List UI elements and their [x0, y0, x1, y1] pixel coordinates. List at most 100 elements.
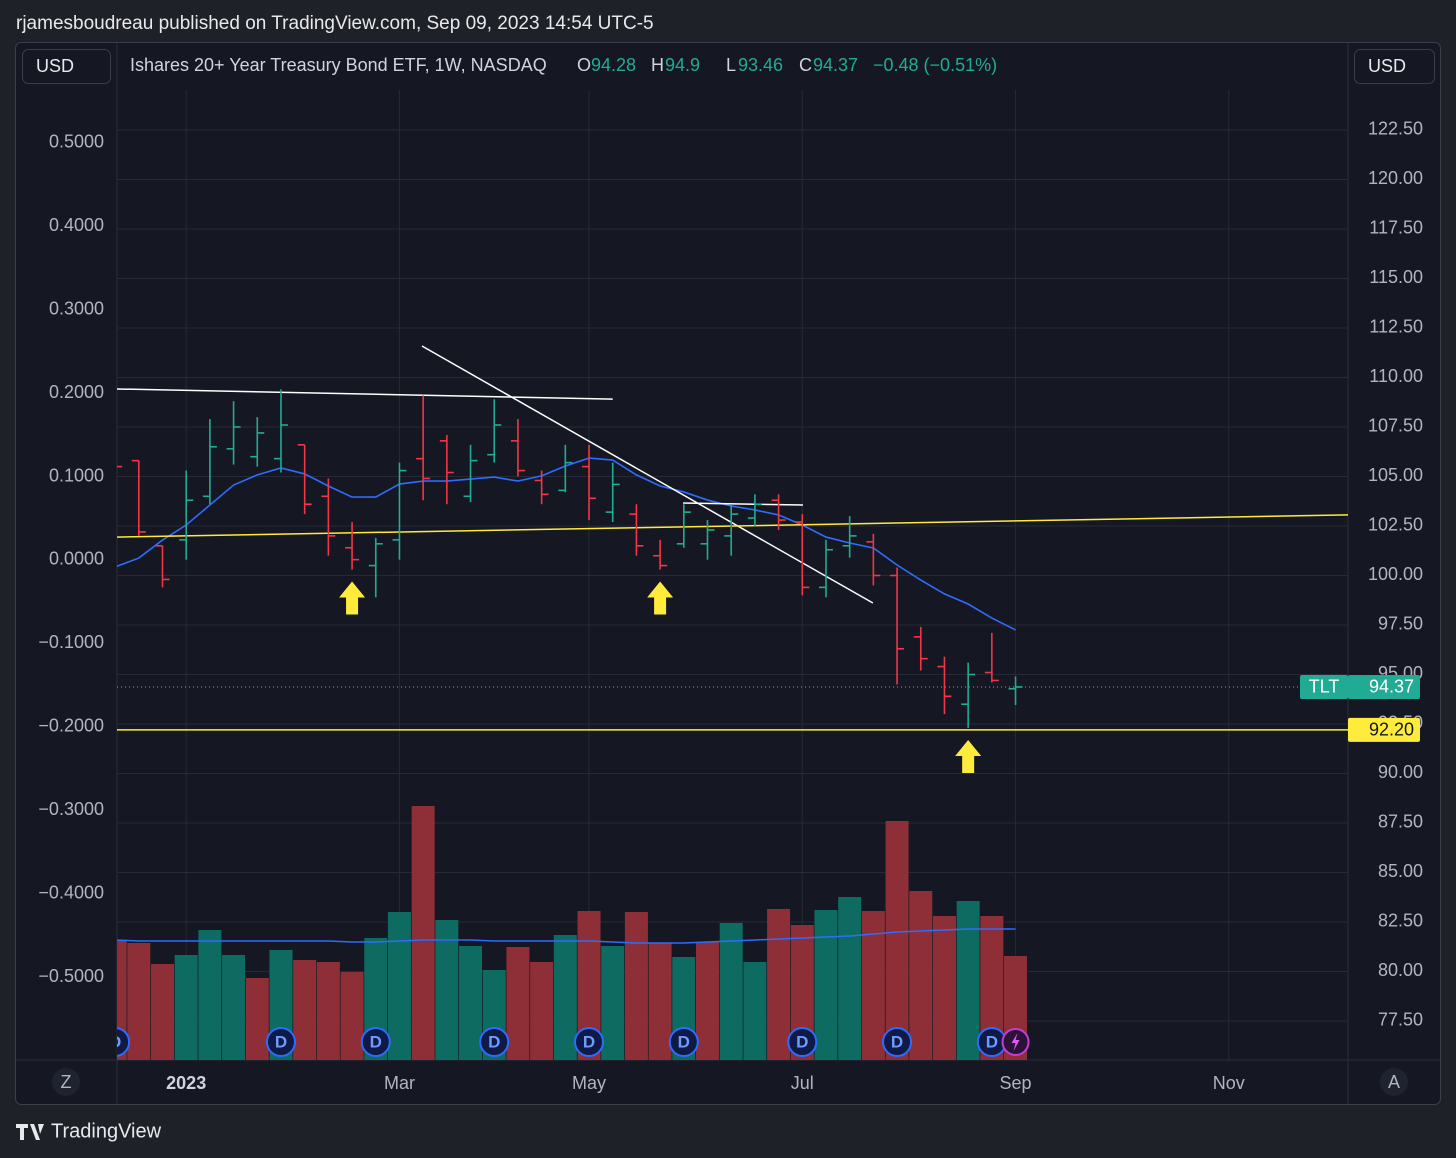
dividend-circle — [574, 1027, 605, 1057]
y-tick-label: 115.00 — [1369, 267, 1423, 287]
volume-bar — [245, 978, 269, 1060]
y2-tick-label: 0.4000 — [49, 215, 104, 235]
dividend-circle — [882, 1027, 913, 1057]
y-tick-label: 107.50 — [1368, 416, 1423, 436]
y2-tick-label: −0.5000 — [38, 966, 104, 986]
ohlc-value: 93.46 — [738, 55, 783, 75]
volume-bar — [174, 955, 198, 1060]
brand-name: TradingView — [51, 1120, 162, 1142]
dividend-label: D — [583, 1032, 595, 1051]
currency-left: USD — [36, 56, 74, 76]
currency-button[interactable] — [22, 49, 111, 84]
chart-frame — [15, 42, 1441, 1105]
dividend-label: D — [275, 1032, 287, 1051]
dividend-marker: D — [360, 1027, 391, 1057]
x-tick-label: Jul — [791, 1073, 814, 1093]
volume-bar — [435, 920, 459, 1060]
y-tick-label: 120.00 — [1368, 168, 1423, 188]
y2-tick-label: 0.3000 — [49, 299, 104, 319]
volume-bar — [459, 946, 483, 1060]
auto-scale-label: A — [1388, 1072, 1400, 1092]
trendline — [117, 388, 613, 400]
y2-tick-label: −0.3000 — [38, 799, 104, 819]
volume-bar — [198, 930, 222, 1060]
y-tick-label: 90.00 — [1378, 762, 1423, 782]
volume-bar — [956, 901, 980, 1060]
volume-bar — [885, 821, 909, 1060]
dividend-label: D — [986, 1032, 998, 1051]
last-price-label: 94.37 — [1369, 677, 1414, 697]
y-tick-label: 77.50 — [1378, 1010, 1423, 1030]
dividend-marker: D — [976, 1027, 1007, 1057]
volume-bar — [838, 897, 862, 1060]
volume-bar — [577, 911, 601, 1060]
dividend-marker: D — [109, 1027, 131, 1057]
annotation-arrow — [339, 581, 366, 615]
currency-button[interactable] — [1354, 49, 1435, 84]
x-tick-label: May — [572, 1073, 606, 1093]
volume-bar — [411, 806, 435, 1060]
dividend-marker: D — [787, 1027, 818, 1057]
dividend-circle — [360, 1027, 391, 1057]
volume-bar — [790, 925, 814, 1060]
ohlc-value: 94.9 — [665, 55, 700, 75]
price-change: −0.48 (−0.51%) — [873, 55, 997, 75]
symbol-tag-label: TLT — [1309, 677, 1340, 697]
brand-logo: TradingView — [16, 1120, 162, 1142]
ohlc-label: H — [651, 55, 664, 75]
volume-bar — [127, 943, 151, 1060]
volume-bar — [624, 912, 648, 1060]
dividend-circle — [265, 1027, 296, 1057]
y-tick-label: 80.00 — [1378, 960, 1423, 980]
x-tick-label: 2023 — [166, 1073, 206, 1093]
dividend-circle — [117, 1027, 131, 1057]
y2-tick-label: 0.5000 — [49, 132, 104, 152]
volume-bar — [553, 935, 577, 1060]
last-price-tag — [1348, 674, 1420, 699]
ohlc-label: L — [726, 55, 736, 75]
dividend-label: D — [891, 1032, 903, 1051]
dividend-circle — [479, 1027, 510, 1057]
volume-bar — [530, 962, 554, 1060]
dividend-marker: D — [882, 1027, 913, 1057]
volume-ma-line — [117, 928, 1016, 944]
dividend-label: D — [109, 1032, 121, 1051]
volume-bar — [909, 891, 933, 1060]
y2-tick-label: 0.1000 — [49, 465, 104, 485]
volume-bar — [222, 955, 246, 1060]
x-tick-label: Sep — [1000, 1073, 1032, 1093]
annotation-arrow — [955, 739, 982, 773]
volume-bar — [648, 943, 672, 1060]
dividend-label: D — [678, 1032, 690, 1051]
ohlc-label: O — [577, 55, 591, 75]
y-tick-label: 102.50 — [1368, 515, 1423, 535]
annotation-arrow — [647, 581, 674, 615]
split-icon — [1011, 1033, 1020, 1051]
y2-tick-label: 0.0000 — [49, 549, 104, 569]
symbol-tag — [1300, 674, 1348, 699]
y2-tick-label: 0.2000 — [49, 382, 104, 402]
dividend-label: D — [796, 1032, 808, 1051]
y-tick-label: 110.00 — [1369, 366, 1423, 386]
volume-bar — [150, 964, 174, 1060]
volume-bar — [340, 972, 364, 1060]
auto-scale-button[interactable] — [1380, 1068, 1408, 1096]
dividend-circle — [787, 1027, 818, 1057]
x-tick-label: Mar — [384, 1073, 415, 1093]
volume-bar — [743, 962, 767, 1060]
y2-tick-label: −0.4000 — [38, 882, 104, 902]
ohlc-value: 94.37 — [813, 55, 858, 75]
volume-bar — [117, 940, 127, 1060]
dividend-label: D — [488, 1032, 500, 1051]
zoom-button[interactable] — [52, 1068, 80, 1096]
dividend-marker: D — [265, 1027, 296, 1057]
y-tick-label: 105.00 — [1368, 465, 1423, 485]
volume-bar — [814, 910, 838, 1060]
brand-icon — [16, 1124, 44, 1140]
publish-header: rjamesboudreau published on TradingView.… — [16, 13, 654, 34]
symbol-title: Ishares 20+ Year Treasury Bond ETF, 1W, … — [130, 55, 547, 75]
y-tick-label: 85.00 — [1378, 861, 1423, 881]
volume-bar — [293, 960, 317, 1060]
y-tick-label: 82.50 — [1378, 911, 1423, 931]
